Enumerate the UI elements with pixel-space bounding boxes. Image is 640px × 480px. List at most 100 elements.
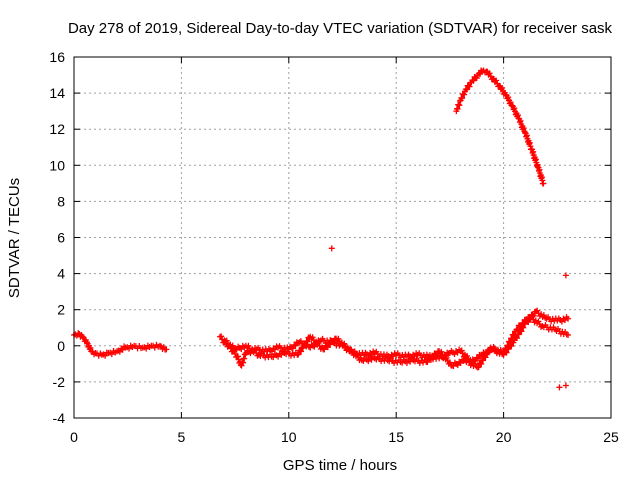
y-tick-label: -2 bbox=[53, 374, 66, 390]
data-point bbox=[304, 338, 311, 345]
data-point bbox=[299, 344, 306, 351]
data-point bbox=[508, 335, 515, 342]
y-tick-label: 0 bbox=[57, 338, 65, 354]
y-tick-label: 12 bbox=[49, 121, 65, 137]
data-point bbox=[309, 334, 316, 341]
data-point bbox=[540, 180, 547, 187]
data-point bbox=[348, 346, 355, 353]
data-point bbox=[471, 357, 478, 364]
y-tick-label: 14 bbox=[49, 85, 65, 101]
data-point bbox=[75, 330, 82, 337]
data-point bbox=[473, 75, 480, 82]
data-point bbox=[163, 346, 170, 353]
data-point bbox=[354, 351, 361, 358]
data-point bbox=[520, 320, 527, 327]
data-point bbox=[511, 332, 518, 339]
data-point bbox=[245, 342, 252, 349]
y-tick-label: 4 bbox=[57, 266, 65, 282]
data-point bbox=[517, 323, 524, 330]
data-point bbox=[515, 331, 522, 338]
y-tick-label: -4 bbox=[53, 410, 66, 426]
data-point bbox=[223, 337, 230, 344]
data-point bbox=[438, 348, 445, 355]
y-axis-label: SDTVAR / TECUs bbox=[6, 178, 23, 298]
data-point bbox=[534, 307, 541, 314]
data-point bbox=[278, 351, 285, 358]
data-point bbox=[143, 345, 150, 352]
data-point bbox=[302, 342, 309, 349]
data-point bbox=[298, 348, 305, 355]
data-point bbox=[446, 359, 453, 366]
data-point bbox=[540, 312, 547, 319]
data-points bbox=[71, 67, 572, 391]
x-axis-label: GPS time / hours bbox=[283, 457, 397, 474]
data-point bbox=[463, 86, 470, 93]
data-point bbox=[524, 318, 531, 325]
data-point bbox=[499, 84, 506, 91]
data-point bbox=[275, 353, 282, 360]
chart-title: Day 278 of 2019, Sidereal Day-to-day VTE… bbox=[68, 20, 613, 37]
data-point bbox=[562, 382, 569, 389]
data-point bbox=[443, 354, 450, 361]
data-point bbox=[514, 326, 521, 333]
data-point bbox=[486, 70, 493, 77]
data-point bbox=[477, 352, 484, 359]
y-tick-label: 2 bbox=[57, 302, 65, 318]
data-point bbox=[238, 346, 245, 353]
data-point bbox=[291, 341, 298, 348]
grid bbox=[73, 56, 612, 419]
data-point bbox=[478, 360, 485, 367]
data-point bbox=[475, 355, 482, 362]
y-tick-label: 16 bbox=[49, 49, 65, 65]
y-tick-label: 10 bbox=[49, 157, 65, 173]
data-point bbox=[505, 342, 512, 349]
data-point bbox=[341, 340, 348, 347]
data-point bbox=[507, 339, 514, 346]
data-point bbox=[234, 353, 241, 360]
axis-ticks: 0 5 10 15 20 25 -4 -2 0 2 4 6 8 10 12 14 16 bbox=[49, 49, 619, 445]
data-point bbox=[493, 77, 500, 84]
y-tick-label: 8 bbox=[57, 193, 65, 209]
data-point bbox=[475, 364, 482, 371]
data-point bbox=[458, 347, 465, 354]
data-point bbox=[330, 339, 337, 346]
data-point bbox=[479, 357, 486, 364]
x-tick-label: 10 bbox=[281, 429, 297, 445]
data-point bbox=[522, 317, 529, 324]
x-tick-label: 20 bbox=[496, 429, 512, 445]
y-tick-label: 6 bbox=[57, 230, 65, 246]
data-point bbox=[315, 340, 322, 347]
data-point bbox=[482, 354, 489, 361]
data-point bbox=[292, 342, 299, 349]
data-point bbox=[433, 351, 440, 358]
data-point bbox=[556, 384, 563, 391]
data-point bbox=[503, 346, 510, 353]
data-point bbox=[87, 344, 94, 351]
data-point bbox=[156, 342, 163, 349]
data-point bbox=[328, 245, 335, 252]
x-tick-label: 5 bbox=[178, 429, 186, 445]
data-point bbox=[288, 344, 295, 351]
data-point bbox=[473, 354, 480, 361]
data-point bbox=[102, 352, 109, 359]
data-point bbox=[461, 91, 468, 98]
data-point bbox=[519, 319, 526, 326]
data-point bbox=[470, 77, 477, 84]
data-point bbox=[108, 351, 115, 358]
data-point bbox=[535, 310, 542, 317]
data-point bbox=[565, 331, 572, 338]
data-point bbox=[514, 112, 521, 119]
data-point bbox=[484, 350, 491, 357]
data-point bbox=[311, 343, 318, 350]
data-point bbox=[229, 342, 236, 349]
data-point bbox=[505, 94, 512, 101]
data-point bbox=[251, 347, 258, 354]
data-point bbox=[565, 315, 572, 322]
x-tick-label: 15 bbox=[388, 429, 404, 445]
data-point bbox=[518, 323, 525, 330]
data-point bbox=[335, 335, 342, 342]
data-point bbox=[528, 313, 535, 320]
data-point bbox=[125, 345, 132, 352]
x-tick-label: 25 bbox=[603, 429, 619, 445]
